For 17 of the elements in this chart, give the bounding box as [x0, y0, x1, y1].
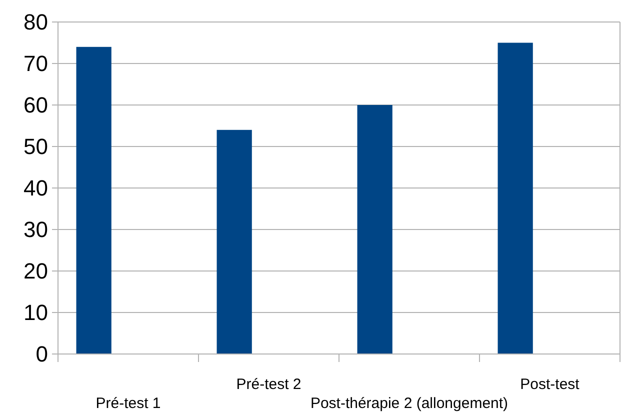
y-tick-label: 60: [24, 92, 48, 118]
x-tick-label: Post-thérapie 2 (allongement): [310, 395, 508, 412]
bar: [76, 46, 112, 354]
x-tick-label: Pré-test 2: [236, 376, 302, 393]
y-tick-label: 80: [24, 10, 48, 35]
bar: [216, 130, 252, 354]
y-tick-label: 50: [24, 134, 48, 160]
y-tick-label: 40: [24, 176, 48, 201]
y-tick-label: 20: [24, 258, 48, 284]
y-tick-label: 30: [24, 217, 48, 242]
bar: [498, 42, 533, 354]
x-tick-label: Pré-test 1: [96, 395, 161, 412]
bar: [357, 105, 392, 354]
y-tick-label: 70: [24, 51, 48, 76]
y-tick-label: 0: [36, 342, 48, 367]
x-tick-label: Post-test: [520, 376, 580, 393]
y-tick-label: 10: [24, 300, 48, 326]
